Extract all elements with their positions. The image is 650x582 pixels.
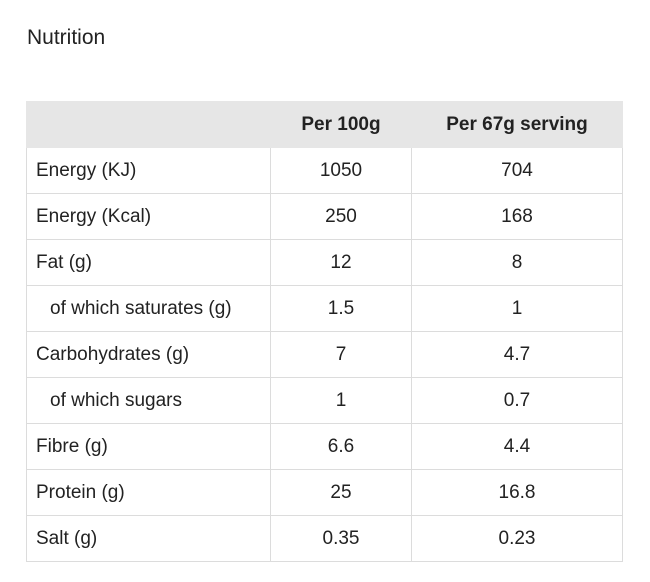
header-cell: Per 100g: [270, 101, 412, 148]
cell: 25: [270, 469, 412, 516]
header-cell: Per 67g serving: [411, 101, 623, 148]
row: Fibre (g) 6.6 4.4: [26, 423, 623, 470]
cell: 8: [411, 239, 623, 286]
row: Energy (KJ) 1050 704: [26, 147, 623, 194]
cell: 1.5: [270, 285, 412, 332]
header-blank: [26, 101, 271, 148]
cell: 250: [270, 193, 412, 240]
cell: 168: [411, 193, 623, 240]
cell: 6.6: [270, 423, 412, 470]
header-row: Per 100g Per 67g serving: [26, 101, 623, 148]
section-title: Nutrition: [27, 26, 106, 49]
row-label: of which saturates (g): [26, 285, 271, 332]
cell: 12: [270, 239, 412, 286]
cell: 16.8: [411, 469, 623, 516]
row-label: Energy (Kcal): [26, 193, 271, 240]
table-header: Per 100g Per 67g serving: [26, 101, 623, 148]
cell: 0.35: [270, 515, 412, 562]
row-label: of which sugars: [26, 377, 271, 424]
row-label: Fat (g): [26, 239, 271, 286]
row-label: Energy (KJ): [26, 147, 271, 194]
cell: 0.23: [411, 515, 623, 562]
row-label: Protein (g): [26, 469, 271, 516]
row: Carbohydrates (g) 7 4.7: [26, 331, 623, 378]
row-label: Fibre (g): [26, 423, 271, 470]
cell: 4.4: [411, 423, 623, 470]
cell: 1: [270, 377, 412, 424]
cell: 0.7: [411, 377, 623, 424]
row: Protein (g) 25 16.8: [26, 469, 623, 516]
row: Energy (Kcal) 250 168: [26, 193, 623, 240]
row-label: Carbohydrates (g): [26, 331, 271, 378]
row: Fat (g) 12 8: [26, 239, 623, 286]
cell: 4.7: [411, 331, 623, 378]
row: of which sugars 1 0.7: [26, 377, 623, 424]
nutrition-table: Per 100g Per 67g serving Energy (KJ) 1050…: [26, 101, 623, 562]
cell: 7: [270, 331, 412, 378]
row: of which saturates (g) 1.5 1: [26, 285, 623, 332]
cell: 1050: [270, 147, 412, 194]
row-label: Salt (g): [26, 515, 271, 562]
cell: 1: [411, 285, 623, 332]
cell: 704: [411, 147, 623, 194]
row: Salt (g) 0.35 0.23: [26, 515, 623, 562]
table-body: Energy (KJ) 1050 704 Energy (Kcal) 250 168 F…: [26, 147, 623, 562]
